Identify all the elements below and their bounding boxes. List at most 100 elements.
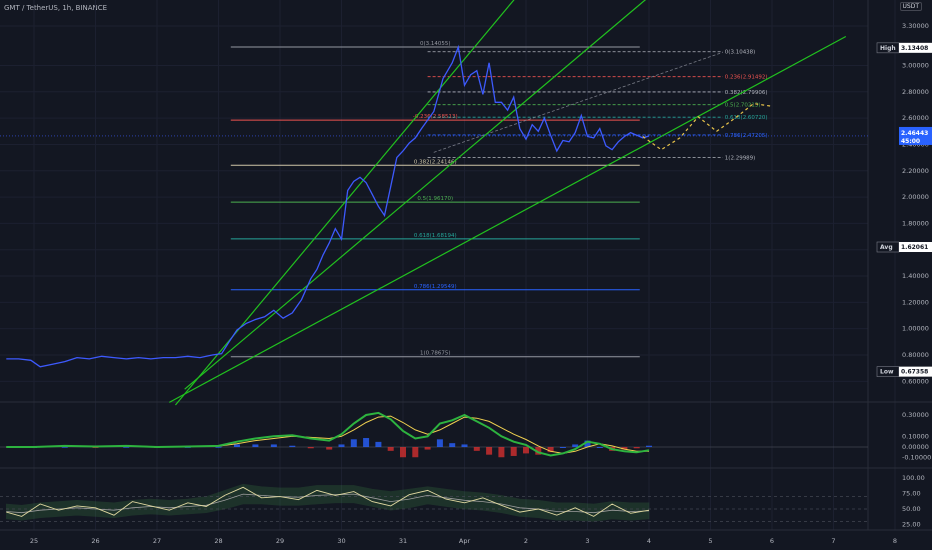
price-tag-name: Avg <box>880 244 893 251</box>
y-tick-label: 0.60000 <box>902 377 929 385</box>
price-tag-value-box <box>899 366 932 377</box>
macd-histogram-bar <box>61 446 68 448</box>
x-tick-label: 25 <box>30 537 38 545</box>
macd-histogram-bar <box>252 444 259 447</box>
y-tick-label: 2.00000 <box>902 193 929 201</box>
x-tick-label: 6 <box>770 537 774 545</box>
y-tick-label: 2.80000 <box>902 88 929 96</box>
macd-histogram-bar <box>436 439 443 447</box>
fib-extension-label: 1(2.29989) <box>725 156 756 162</box>
macd-line <box>6 411 650 457</box>
last-price-timer: 45:00 <box>901 138 920 145</box>
macd-histogram-bar <box>338 444 345 447</box>
macd-histogram-bar <box>473 447 480 451</box>
macd-histogram-bar <box>400 447 406 458</box>
price-tag-value: 1.62061 <box>901 244 928 251</box>
macd-histogram-bar <box>572 444 579 447</box>
macd-tick-label: 0.00000 <box>902 443 929 451</box>
macd-histogram-bar <box>559 447 566 448</box>
rsi-tick-label: 75.00 <box>902 490 921 498</box>
macd-histogram-bar <box>215 446 222 448</box>
macd-histogram-bar <box>510 447 517 456</box>
macd-histogram-bar <box>289 445 296 447</box>
fib-extension-label: 0.618(2.60720) <box>725 115 768 121</box>
y-tick-label: 3.00000 <box>902 61 929 69</box>
fib-extension-label: 0.236(2.91492) <box>725 75 768 81</box>
x-tick-label: 3 <box>585 537 589 545</box>
macd-histogram-bar <box>387 447 394 451</box>
y-tick-label: 3.30000 <box>902 22 929 30</box>
price-tag-value: 0.67358 <box>901 369 928 376</box>
x-tick-label: Apr <box>459 537 471 545</box>
grid <box>0 0 932 531</box>
price-tag-value-box <box>899 242 932 253</box>
macd-histogram-bar <box>646 445 652 447</box>
macd-tick-label: 0.10000 <box>902 432 929 440</box>
fib-level-label: 0(3.14055) <box>420 41 451 47</box>
rsi-tick-label: 100.00 <box>902 474 925 482</box>
x-tick-label: 31 <box>399 537 407 545</box>
y-tick-label: 1.80000 <box>902 219 929 227</box>
macd-histogram-bar <box>449 443 456 447</box>
fib-level-label: 0.382(2.24146) <box>414 159 457 165</box>
y-tick-label: 0.80000 <box>902 351 929 359</box>
fib-extension-label: 0(3.10438) <box>725 50 756 56</box>
trendline <box>169 36 847 403</box>
x-tick-label: 7 <box>831 537 835 545</box>
x-tick-label: 4 <box>647 537 651 545</box>
fib-extension-label: 0.786(2.47205) <box>725 133 768 139</box>
fib-extension-trend <box>433 51 723 153</box>
fibonacci-retracement[interactable]: 0(3.14055)-0.236(2.58513)0.382(2.24146)0… <box>230 41 768 358</box>
last-price-box <box>899 126 932 145</box>
macd-histogram-bar <box>584 440 591 447</box>
trendline <box>184 0 647 390</box>
x-tick-label: 8 <box>893 537 897 545</box>
macd-histogram-bar <box>596 447 603 448</box>
x-tick-label: 27 <box>153 537 161 545</box>
last-price-value: 2.46443 <box>901 130 928 137</box>
x-tick-label: 28 <box>214 537 222 545</box>
macd-histogram-bar <box>412 447 419 458</box>
projection-path <box>642 102 773 151</box>
currency-button[interactable]: USDT <box>899 2 922 11</box>
price-tag-name: High <box>880 45 896 52</box>
macd-histogram-bar <box>375 441 382 447</box>
x-tick-label: 29 <box>276 537 284 545</box>
rsi-pane <box>0 483 868 522</box>
x-tick-label: 30 <box>337 537 345 545</box>
macd-histogram-bar <box>350 439 357 447</box>
macd-histogram-bar <box>498 447 505 458</box>
axes: 25 26 27 28 29 30 31 Apr 2 3 4 5 6 7 8 3.30000 3.00000 2.… <box>30 22 932 545</box>
fib-extension-label: 0.382(2.79906) <box>725 90 768 96</box>
x-tick-label: 2 <box>524 537 528 545</box>
y-tick-label: 1.00000 <box>902 325 929 333</box>
rsi-line <box>6 486 650 517</box>
price-tag-name: Low <box>880 369 894 376</box>
rsi-average-line <box>6 493 650 514</box>
macd-histogram-bar <box>633 447 640 449</box>
rsi-tick-label: 25.00 <box>902 521 921 529</box>
rsi-band <box>6 483 650 522</box>
y-tick-label: 2.20000 <box>902 167 929 175</box>
macd-histogram-bar <box>461 444 468 447</box>
fib-extension-label: 0.5(2.70213) <box>725 103 761 109</box>
x-tick-label: 26 <box>91 537 99 545</box>
macd-histogram-bar <box>326 447 333 450</box>
macd-histogram-bar <box>547 447 554 453</box>
price-line <box>6 44 650 368</box>
y-tick-label: 2.60000 <box>902 114 929 122</box>
macd-histogram-bar <box>233 444 240 447</box>
macd-histogram-bar <box>486 447 493 455</box>
macd-pane <box>0 411 868 458</box>
macd-tick-label: 0.30000 <box>902 411 929 419</box>
macd-histogram-bar <box>535 447 542 455</box>
price-tag-value-box <box>899 42 932 53</box>
fib-level-label: 0.786(1.29549) <box>414 284 457 290</box>
fib-level-label: 0.5(1.96170) <box>417 196 453 202</box>
price-tag-value: 3.13408 <box>901 45 928 52</box>
x-tick-label: 5 <box>708 537 712 545</box>
y-tick-label: 1.40000 <box>902 272 929 280</box>
price-series <box>0 44 868 368</box>
macd-tick-label: -0.10000 <box>902 454 931 462</box>
